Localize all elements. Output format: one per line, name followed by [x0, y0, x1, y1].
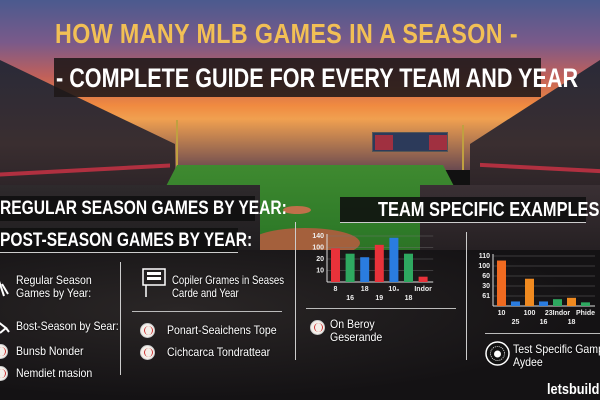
list-item: Regular Season Games by Year:	[16, 273, 92, 300]
y-tick-label: 10	[316, 268, 324, 275]
bar	[418, 276, 428, 282]
x-tick-label: 19	[375, 295, 383, 302]
bar	[404, 253, 413, 282]
bar	[331, 248, 340, 282]
bar	[567, 297, 576, 306]
brand-watermark: letsbuildup	[547, 381, 600, 398]
team-specific-heading: TEAM SPECIFIC EXAMPLES:	[340, 197, 600, 223]
x-tick-label: 16	[346, 295, 354, 302]
x-tick-label: 16	[540, 319, 548, 326]
title-line-2: - COMPLETE GUIDE FOR EVERY TEAM AND YEAR	[56, 63, 579, 93]
list-item: Nemdiet masion	[16, 366, 93, 380]
divider	[466, 232, 467, 360]
y-tick-label: 110	[479, 253, 490, 260]
list-item: Cichcarca Tondrattear	[167, 345, 271, 359]
y-tick-label: 30	[482, 283, 490, 290]
batter-icon	[0, 280, 9, 297]
divider	[120, 262, 121, 375]
x-tick-label: 100	[524, 310, 536, 317]
x-tick-label: 18	[405, 295, 413, 302]
baseball-icon	[310, 320, 325, 335]
baseball-icon	[140, 345, 155, 360]
bar-chart-1: 140 100 20 10 8 16 18 19 10₀ 18 Indor	[312, 233, 442, 309]
divider	[485, 333, 600, 334]
x-tick-label: 25	[512, 319, 520, 326]
bar	[360, 257, 370, 282]
baseball-icon	[140, 323, 155, 338]
team-item: On Beroy Geserande	[330, 317, 383, 344]
post-season-heading: POST-SEASON GAMES BY YEAR:	[0, 228, 253, 253]
y-tick-label: 60	[482, 273, 490, 280]
team-item: Test Specific Gampie:Aydee	[513, 342, 600, 369]
bar	[553, 299, 562, 306]
x-tick-label: 18	[568, 319, 576, 326]
bar	[389, 237, 399, 282]
y-tick-label: 100	[312, 245, 324, 252]
divider	[295, 222, 296, 360]
team-logo-icon	[485, 341, 510, 366]
list-item: Bunsb Nonder	[16, 344, 84, 358]
list-item: Bost-Season by Sear:	[16, 319, 119, 333]
y-tick-label: 100	[478, 263, 490, 270]
x-tick-label: Indor	[414, 286, 432, 293]
x-tick-label: 23Indor	[545, 310, 571, 317]
bar	[581, 302, 590, 306]
bar	[511, 301, 520, 306]
bar	[345, 253, 355, 282]
bar-chart-2: 110 100 60 30 61 10 25 100 16 23Indor 18 Phide	[478, 253, 600, 333]
title-line-1: HOW MANY MLB GAMES IN A SEASON -	[55, 18, 519, 49]
scoreboard-sign-icon	[142, 268, 166, 297]
list-item: Ponart-Seaichens Tope	[167, 323, 277, 337]
x-tick-label: Phide	[576, 310, 595, 317]
x-tick-label: 8	[334, 286, 338, 293]
divider	[132, 311, 282, 312]
y-tick-label: 61	[482, 293, 490, 300]
y-tick-label: 140	[312, 233, 324, 240]
x-tick-label: 10₀	[388, 286, 399, 293]
bar	[539, 301, 548, 306]
scoreboard	[372, 132, 448, 152]
middle-feature-text: Copiler Grames in Seases Carde and Year	[172, 273, 285, 300]
y-tick-label: 20	[316, 256, 324, 263]
bar	[525, 278, 534, 306]
bar	[374, 244, 384, 282]
divider	[306, 308, 456, 309]
subtitle-banner	[54, 58, 541, 97]
x-tick-label: 18	[361, 286, 369, 293]
regular-season-heading: REGULAR SEASON GAMES BY YEAR:	[0, 196, 287, 221]
x-tick-label: 10	[498, 310, 506, 317]
runner-icon	[0, 322, 10, 334]
bar	[497, 260, 506, 306]
